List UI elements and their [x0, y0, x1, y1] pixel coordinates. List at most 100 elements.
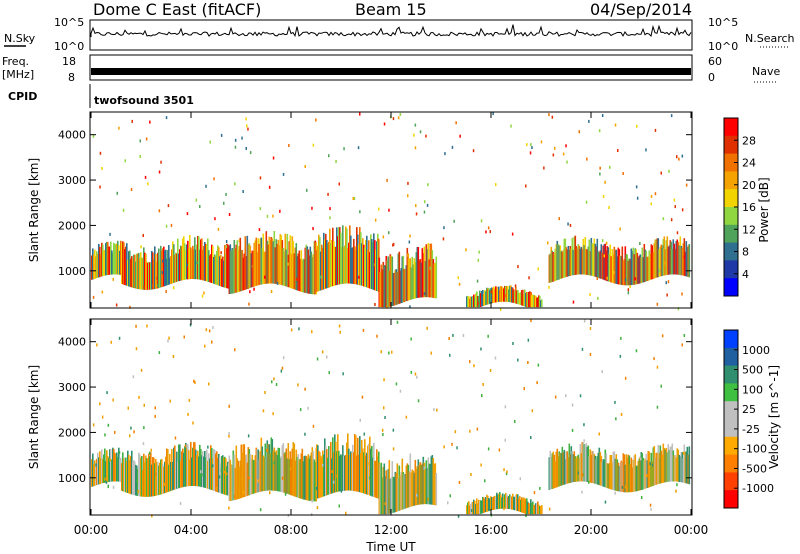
heatmap-cell [531, 503, 533, 515]
heatmap-cell [325, 445, 327, 496]
heatmap-cell [136, 253, 138, 289]
heatmap-speck [359, 112, 361, 116]
heatmap-speck [614, 491, 616, 495]
heatmap-cell [419, 259, 422, 298]
heatmap-speck [487, 334, 489, 338]
heatmap-cell [554, 461, 557, 488]
heatmap-cell [369, 252, 371, 289]
heatmap-cell [255, 237, 258, 286]
heatmap-cell [135, 261, 137, 289]
heatmap-cell [330, 243, 332, 287]
heatmap-cell [537, 297, 539, 308]
heatmap-cell [306, 246, 309, 294]
heatmap-cell [270, 237, 273, 284]
heatmap-cell [261, 446, 264, 492]
heatmap-cell [420, 262, 423, 298]
colorbar-swatch [724, 330, 738, 349]
heatmap-cell [147, 458, 149, 497]
heatmap-cell [328, 446, 330, 495]
heatmap-cell [282, 443, 285, 493]
heatmap-cell [390, 477, 393, 514]
heatmap-speck [581, 347, 584, 351]
heatmap-cell [116, 243, 118, 275]
heatmap-speck [469, 429, 471, 433]
heatmap-speck [397, 116, 400, 120]
heatmap-cell [497, 494, 499, 509]
heatmap-cell [429, 464, 432, 505]
heatmap-speck [281, 476, 284, 480]
heatmap-cell [191, 248, 193, 279]
heatmap-cell [565, 247, 568, 277]
heatmap-cell [608, 253, 611, 282]
heatmap-cell [404, 474, 407, 509]
cpid-panel: CPID twofsound 3501 [8, 84, 194, 108]
heatmap-cell [637, 257, 640, 284]
heatmap-speck [247, 285, 249, 289]
heatmap-cell [206, 244, 208, 282]
heatmap-cell [644, 249, 647, 282]
colorbar-tick-label: -25 [742, 423, 760, 436]
heatmap-cell [615, 454, 618, 491]
heatmap-cell [602, 245, 605, 280]
heatmap-cell [105, 243, 107, 276]
heatmap-cell [399, 475, 402, 511]
heatmap-cell [322, 450, 324, 497]
heatmap-speck [459, 134, 461, 138]
heatmap-cell [419, 462, 422, 505]
heatmap-speck [465, 248, 467, 252]
heatmap-speck [635, 185, 638, 189]
heatmap-cell [388, 270, 391, 307]
heatmap-speck [211, 340, 213, 344]
heatmap-cell [200, 449, 202, 487]
heatmap-speck [677, 307, 680, 311]
heatmap-speck [138, 395, 140, 399]
heatmap-speck [99, 185, 101, 189]
heatmap-cell [629, 259, 632, 286]
heatmap-cell [639, 456, 642, 491]
heatmap-cell [570, 248, 573, 276]
heatmap-speck [137, 490, 139, 494]
colorbar-swatch [724, 278, 738, 297]
heatmap-cell [575, 458, 578, 482]
heatmap-speck [109, 232, 111, 236]
heatmap-cell [329, 228, 331, 288]
heatmap-speck [116, 191, 118, 195]
heatmap-speck [478, 250, 480, 254]
heatmap-cell [337, 236, 339, 285]
freq-tick-bottom: 8 [68, 71, 75, 84]
heatmap-cell [347, 248, 349, 284]
heatmap-speck [381, 428, 384, 432]
heatmap-cell [172, 241, 174, 284]
heatmap-cell [197, 450, 199, 487]
heatmap-speck [331, 470, 333, 474]
heatmap-cell [532, 294, 534, 308]
heatmap-cell [566, 249, 569, 277]
heatmap-cell [366, 452, 368, 495]
heatmap-speck [338, 182, 340, 186]
heatmap-speck [157, 284, 159, 287]
heatmap-speck [660, 384, 662, 388]
heatmap-cell [258, 459, 261, 492]
time-tick-label: 12:00 [374, 523, 409, 537]
heatmap-cell [109, 449, 111, 482]
heatmap-speck [186, 212, 189, 216]
heatmap-cell [389, 478, 392, 514]
heatmap-cell [307, 249, 310, 294]
heatmap-speck [262, 409, 265, 413]
velocity-ylabel: Slant Range [km] [27, 365, 41, 469]
heatmap-cell [331, 240, 333, 287]
heatmap-cell [488, 287, 490, 305]
heatmap-cell [530, 499, 532, 515]
heatmap-speck [253, 287, 255, 291]
heatmap-cell [647, 451, 650, 488]
heatmap-speck [363, 432, 365, 436]
heatmap-cell [509, 285, 511, 303]
heatmap-cell [378, 462, 381, 515]
heatmap-cell [121, 463, 123, 491]
heatmap-speck [554, 395, 557, 399]
heatmap-speck [266, 448, 268, 452]
heatmap-speck [554, 146, 556, 150]
heatmap-cell [408, 471, 411, 508]
heatmap-speck [242, 190, 244, 193]
heatmap-cell [413, 472, 416, 506]
